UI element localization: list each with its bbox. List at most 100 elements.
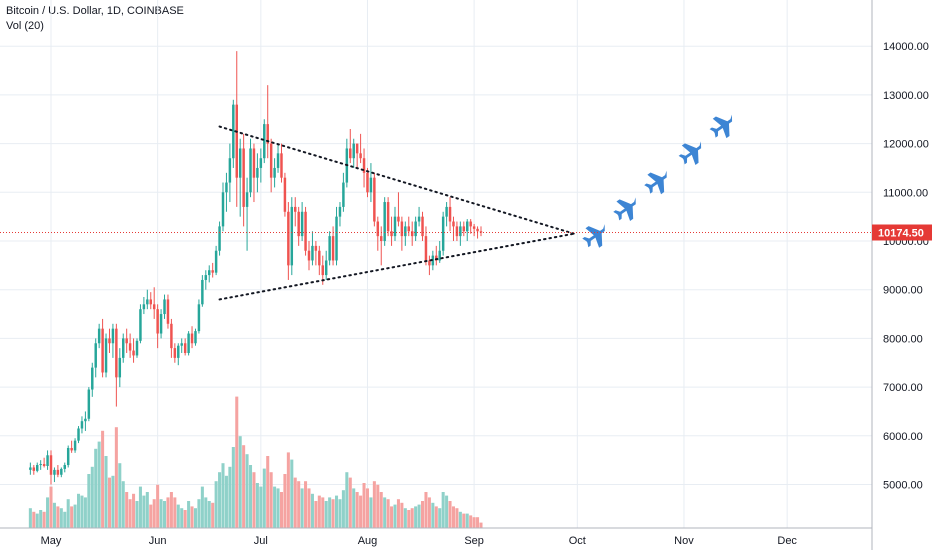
candle-body — [238, 148, 242, 178]
volume-bar — [417, 504, 421, 528]
volume-bar — [56, 506, 60, 528]
candle-body — [232, 104, 235, 159]
volume-bar — [410, 508, 414, 528]
volume-bar — [90, 466, 94, 528]
volume-bar — [114, 427, 118, 528]
volume-bar — [59, 508, 63, 528]
price-tick-label: 11000.00 — [883, 187, 928, 199]
candle-body — [469, 221, 472, 227]
candle-body — [91, 367, 94, 390]
volume-bar — [279, 492, 283, 528]
candle-body — [476, 228, 479, 232]
volume-bar — [42, 511, 46, 528]
candle-body — [417, 216, 421, 222]
candle-body — [397, 216, 400, 222]
volume-bar — [125, 492, 129, 528]
volume-bar — [290, 459, 294, 528]
candle-body — [235, 104, 238, 178]
volume-bar — [441, 492, 445, 528]
candle-body — [201, 279, 204, 305]
candle-body — [438, 250, 441, 261]
fighter-jet-icon — [613, 197, 636, 221]
volume-bar — [49, 486, 53, 528]
time-axis[interactable]: May Jun Jul Aug Sep Oct Nov Dec — [0, 527, 872, 547]
candle-body — [221, 192, 225, 227]
volume-bar — [338, 499, 342, 528]
volume-bar — [252, 472, 256, 528]
candle-body — [225, 182, 228, 193]
volume-bar — [369, 497, 373, 528]
candle-body — [307, 250, 311, 261]
volume-bar — [266, 456, 270, 528]
candle-body — [466, 221, 469, 232]
candle-body — [290, 206, 294, 266]
candle-body — [431, 255, 435, 266]
candle-body — [407, 226, 410, 232]
candle-body — [352, 143, 355, 159]
fighter-jet-icon — [644, 170, 667, 195]
volume-bar — [73, 504, 77, 528]
time-tick-label: Jul — [254, 535, 268, 547]
volume-bar — [259, 486, 263, 528]
candle-body — [441, 216, 445, 251]
candle-body — [152, 304, 156, 310]
candle-body — [190, 333, 194, 344]
candle-body — [311, 245, 314, 261]
volume-bar — [66, 499, 70, 528]
volume-bar — [383, 497, 387, 528]
volume-bar — [169, 492, 173, 528]
candle-body — [36, 465, 39, 471]
time-tick-label: Dec — [777, 535, 797, 547]
volume-bar — [235, 396, 239, 528]
volume-bar — [273, 486, 277, 528]
candle-body — [204, 275, 208, 280]
candle-body — [304, 211, 307, 251]
candle-body — [349, 148, 352, 159]
volume-bar — [218, 472, 222, 528]
volume-bar — [138, 486, 142, 528]
volume-bar — [396, 499, 400, 528]
upper-trendline — [218, 125, 575, 235]
volume-bar — [324, 501, 328, 528]
volume-bar — [403, 508, 407, 528]
volume-bar — [190, 506, 194, 528]
volume-bar — [414, 506, 418, 528]
volume-bar — [52, 502, 56, 528]
candle-body — [287, 211, 290, 266]
candle-body — [314, 245, 318, 251]
candle-body — [53, 469, 56, 475]
candle-body — [159, 314, 163, 334]
candle-body — [256, 167, 259, 178]
price-axis[interactable]: 14000.0013000.0012000.0011000.0010000.00… — [871, 0, 932, 550]
candle-body — [115, 328, 118, 378]
volume-bar — [310, 493, 314, 528]
candle-body — [70, 447, 73, 451]
volume-indicator-label: Vol (20) — [6, 20, 44, 32]
volume-bar — [221, 463, 225, 528]
volume-bar — [365, 488, 369, 528]
candle-body — [39, 464, 42, 466]
candle-body — [104, 338, 108, 373]
volume-bar — [479, 522, 483, 528]
candle-body — [170, 323, 173, 349]
price-tick-label: 6000.00 — [883, 431, 923, 443]
volume-bar — [341, 490, 345, 528]
candle-body — [108, 338, 111, 344]
candle-body — [269, 143, 273, 178]
volume-bar — [362, 483, 366, 528]
volume-bar — [77, 493, 81, 528]
fighter-jet-shape — [613, 197, 636, 221]
volume-bar — [262, 468, 266, 528]
volume-bar — [231, 447, 235, 528]
candle-body — [297, 211, 300, 237]
candle-body — [266, 124, 269, 144]
candle-body — [187, 333, 190, 354]
candle-body — [276, 153, 280, 168]
volume-bar — [331, 499, 335, 528]
candle-body — [259, 158, 263, 168]
volume-bar — [448, 501, 452, 528]
last-price-label-bg — [872, 224, 932, 241]
candle-body — [194, 331, 197, 344]
candle-body — [355, 143, 359, 154]
